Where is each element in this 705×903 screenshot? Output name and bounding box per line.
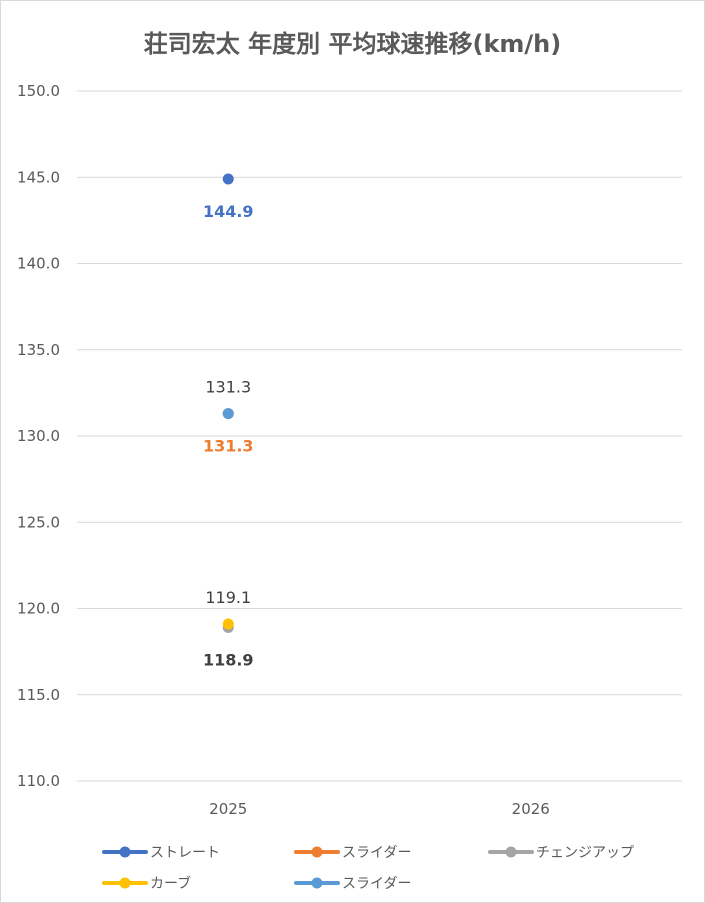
data-label: 131.3: [205, 378, 251, 397]
y-tick-label: 110.0: [17, 772, 60, 790]
y-tick-label: 130.0: [17, 427, 60, 445]
data-label: 119.1: [205, 588, 251, 607]
data-point: [222, 618, 234, 630]
data-label: 118.9: [203, 650, 254, 669]
y-tick-label: 140.0: [17, 255, 60, 273]
data-label: 131.3: [203, 437, 254, 456]
legend-label: スライダー: [342, 845, 411, 861]
legend-marker: [119, 846, 131, 858]
y-tick-label: 120.0: [17, 600, 60, 618]
x-tick-label: 2025: [209, 800, 247, 818]
y-tick-label: 135.0: [17, 341, 60, 359]
y-tick-label: 125.0: [17, 513, 60, 531]
data-label: 144.9: [203, 202, 254, 221]
legend-label: スライダー: [342, 876, 411, 892]
legend-marker: [311, 846, 323, 858]
x-tick-label: 2026: [512, 800, 550, 818]
y-tick-label: 145.0: [17, 168, 60, 186]
legend-label: チェンジアップ: [536, 845, 634, 861]
legend-marker: [311, 877, 323, 889]
data-point: [222, 408, 234, 420]
chart-title: 荘司宏太 年度別 平均球速推移(km/h): [143, 30, 562, 58]
legend-marker: [119, 877, 131, 889]
legend-label: ストレート: [150, 845, 220, 861]
legend-label: カーブ: [150, 875, 191, 892]
data-point: [222, 173, 234, 185]
y-tick-label: 150.0: [17, 82, 60, 100]
y-tick-label: 115.0: [17, 686, 60, 704]
legend-marker: [505, 846, 517, 858]
